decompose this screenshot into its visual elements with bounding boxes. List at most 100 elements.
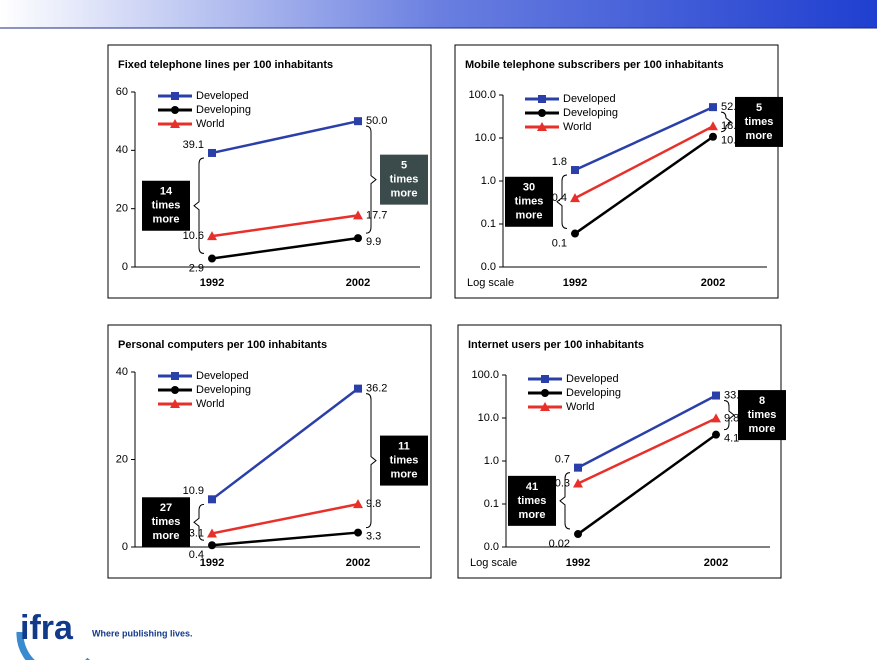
series-line [577,394,717,469]
annotation-box: 27 times more [142,497,190,548]
legend-marker [170,119,180,128]
legend-marker [171,386,179,394]
data-label: 0.7 [555,454,570,466]
data-point [571,166,579,175]
brace [365,125,377,234]
data-point [708,121,718,131]
legend-label: Developed [196,370,249,382]
y-tick-label: 0.0 [484,541,499,553]
data-label: 17.7 [366,209,387,221]
legend-marker [171,372,179,380]
brace [723,400,735,431]
chart-title: Personal computers per 100 inhabitants [118,339,327,351]
annotation-text: 11 [398,441,410,453]
x-tick-label: 2002 [701,277,725,289]
x-tick-label: 1992 [200,557,224,569]
y-tick-label: 0.0 [481,261,496,273]
data-point [709,103,717,112]
annotation-text: times [152,200,181,212]
data-label: 10.6 [183,230,204,242]
annotation-text: more [391,469,418,481]
data-label: 0.4 [552,192,567,204]
series-line [574,106,714,172]
legend-marker [537,122,547,131]
annotation-bg [508,475,556,526]
data-label: 50.0 [366,115,387,127]
annotation-text: 30 [523,182,535,194]
legend-marker [538,95,546,103]
y-tick-label: 100.0 [471,369,499,381]
legend-label: Developed [196,90,249,102]
legend-marker [541,389,549,397]
data-label: 0.4 [189,549,204,561]
annotation-text: times [152,516,181,528]
data-point [712,430,720,439]
brace [556,174,568,230]
y-tick-label: 0 [122,541,128,553]
data-label: 0.3 [555,477,570,489]
data-point [208,254,216,263]
brace [193,503,205,541]
legend-label: Developing [566,387,621,399]
annotation-bg [142,180,190,231]
annotation-bg [738,390,786,441]
y-tick-label: 20 [116,203,128,215]
data-point [709,132,717,141]
series-line [577,433,717,536]
logo-tagline: Where publishing lives. [92,628,193,638]
data-label: 0.02 [549,538,570,550]
data-label: 10.9 [183,485,204,497]
data-point [711,413,721,423]
legend-marker [538,109,546,117]
legend-marker [170,399,180,408]
data-point [354,384,362,393]
x-tick-label: 1992 [566,557,590,569]
annotation-text: 27 [160,502,172,514]
annotation-text: times [745,116,774,128]
panel-frame [454,44,779,299]
scale-note: Log scale [467,277,514,289]
annotation-text: more [519,509,546,521]
annotation-text: more [391,188,418,200]
annotation-text: more [516,210,543,222]
panel-frame [457,324,782,579]
logo-arc [16,631,93,665]
annotation-text: times [518,495,547,507]
legend-label: World [563,121,592,133]
annotation-text: more [749,423,776,435]
series-line [211,502,359,535]
annotation-text: 5 [756,102,762,114]
annotation-box: 30 times more [505,176,553,227]
brace [365,393,377,529]
brace [559,472,571,530]
data-label: 3.3 [366,530,381,542]
data-point [207,231,217,241]
chart-title: Internet users per 100 inhabitants [468,339,644,351]
y-tick-label: 100.0 [468,89,496,101]
annotation-box: 8 times more [738,390,786,441]
chart-panel: Mobile telephone subscribers per 100 inh… [454,44,783,299]
data-label: 0.1 [552,237,567,249]
chart-title: Mobile telephone subscribers per 100 inh… [465,59,724,71]
annotation-text: more [153,530,180,542]
legend-marker [171,92,179,100]
y-tick-label: 0.1 [484,498,499,510]
annotation-bg [380,435,428,486]
data-label: 4.1 [724,433,739,445]
data-label: 39.1 [183,139,204,151]
chart-title: Fixed telephone lines per 100 inhabitant… [118,59,333,71]
y-tick-label: 1.0 [481,175,496,187]
annotation-text: more [153,214,180,226]
y-tick-label: 40 [116,366,128,378]
data-point [208,541,216,550]
data-point [208,148,216,157]
x-tick-label: 2002 [704,557,728,569]
y-tick-label: 60 [116,86,128,98]
data-label: 1.8 [552,156,567,168]
annotation-bg [735,96,783,147]
legend-label: World [196,398,225,410]
chart-panel: Fixed telephone lines per 100 inhabitant… [107,44,432,299]
data-point [207,528,217,538]
data-label: 9.8 [724,412,739,424]
